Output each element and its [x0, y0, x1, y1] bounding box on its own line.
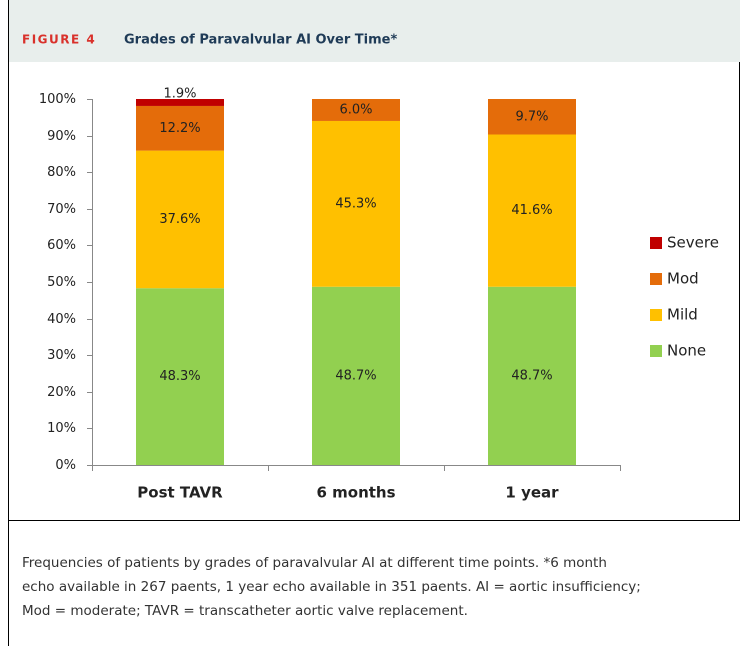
caption-line: Frequencies of patients by grades of par… — [22, 555, 607, 571]
y-tick-label: 20% — [47, 385, 76, 400]
y-tick-label: 40% — [47, 312, 76, 327]
figure-label: FIGURE 4 — [22, 33, 96, 47]
data-label: 9.7% — [515, 109, 548, 124]
y-tick-label: 50% — [47, 275, 76, 290]
bar-segment — [136, 105, 224, 151]
y-tick-label: 30% — [47, 348, 76, 363]
data-label: 1.9% — [163, 87, 196, 102]
legend-label: Mild — [667, 306, 698, 324]
bar-segment — [488, 99, 576, 135]
x-tick-label: 1 year — [505, 484, 559, 502]
legend-label: None — [667, 342, 706, 360]
legend-swatch — [650, 309, 662, 321]
legend-swatch — [650, 273, 662, 285]
bar-segment — [136, 150, 224, 289]
y-tick-label: 60% — [47, 238, 76, 253]
x-tick-label: Post TAVR — [137, 484, 223, 502]
bar-segment — [312, 99, 400, 121]
y-tick-label: 100% — [39, 92, 76, 107]
x-tick-label: 6 months — [316, 484, 395, 502]
data-label: 6.0% — [339, 102, 372, 117]
legend-swatch — [650, 345, 662, 357]
data-label: 48.7% — [511, 368, 552, 383]
y-tick-label: 80% — [47, 165, 76, 180]
data-label: 48.3% — [159, 369, 200, 384]
y-tick-label: 90% — [47, 129, 76, 144]
data-label: 41.6% — [511, 203, 552, 218]
legend-label: Severe — [667, 234, 719, 252]
data-label: 12.2% — [159, 121, 200, 136]
y-tick-label: 10% — [47, 421, 76, 436]
y-tick-label: 70% — [47, 202, 76, 217]
caption-line: echo available in 267 paents, 1 year ech… — [22, 579, 641, 595]
data-label: 37.6% — [159, 212, 200, 227]
data-label: 48.7% — [335, 368, 376, 383]
header-band — [8, 0, 740, 62]
bar-segment — [488, 134, 576, 287]
chart-title: Grades of Paravalvular AI Over Time* — [124, 33, 397, 48]
bar-segment — [136, 99, 224, 106]
caption-line: Mod = moderate; TAVR = transcatheter aor… — [22, 603, 468, 619]
bar-segment — [136, 288, 224, 465]
bar-segment — [488, 286, 576, 465]
bar-segment — [312, 120, 400, 287]
legend-label: Mod — [667, 270, 699, 288]
bar-segment — [312, 286, 400, 465]
data-label: 45.3% — [335, 196, 376, 211]
legend-swatch — [650, 237, 662, 249]
y-tick-label: 0% — [55, 458, 76, 473]
